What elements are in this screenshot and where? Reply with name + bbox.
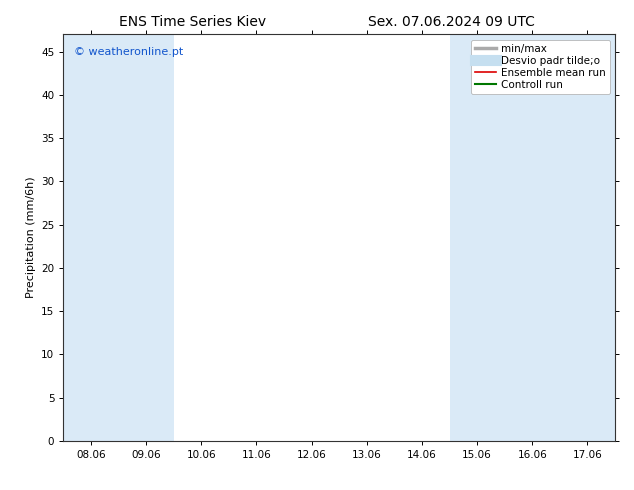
Y-axis label: Precipitation (mm/6h): Precipitation (mm/6h) (25, 177, 36, 298)
Legend: min/max, Desvio padr tilde;o, Ensemble mean run, Controll run: min/max, Desvio padr tilde;o, Ensemble m… (470, 40, 610, 94)
Bar (560, 34, 615, 441)
Bar (119, 34, 174, 441)
Bar (450, 34, 505, 441)
Text: Sex. 07.06.2024 09 UTC: Sex. 07.06.2024 09 UTC (368, 15, 534, 29)
Bar (63, 34, 119, 441)
Text: © weatheronline.pt: © weatheronline.pt (74, 47, 184, 56)
Bar (505, 34, 560, 441)
Text: ENS Time Series Kiev: ENS Time Series Kiev (119, 15, 266, 29)
